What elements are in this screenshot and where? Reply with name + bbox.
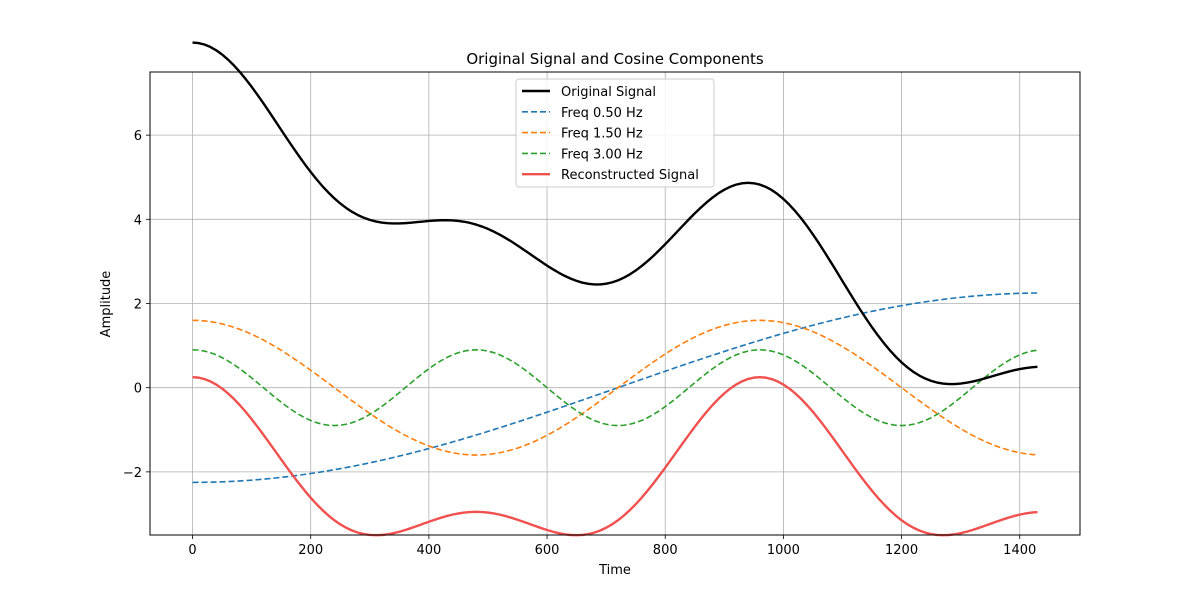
series-line-3 xyxy=(192,349,1038,427)
y-axis-label: Amplitude xyxy=(99,271,114,338)
x-tick-label: 1400 xyxy=(1003,543,1036,558)
x-tick-label: 1200 xyxy=(885,543,918,558)
legend: Original Signal Freq 0.50 Hz Freq 1.50 Hz F… xyxy=(515,78,715,188)
series-line-0 xyxy=(192,41,1038,386)
x-tick-label: 0 xyxy=(188,543,196,558)
y-tick-label: 6 xyxy=(134,129,142,144)
x-axis-label: Time xyxy=(598,563,631,578)
legend-label: Freq 1.50 Hz xyxy=(561,127,643,142)
y-tick-label: 2 xyxy=(134,298,142,313)
grid-lines xyxy=(150,72,1080,535)
series-line-4 xyxy=(192,375,1038,537)
x-tick-label: 600 xyxy=(535,543,560,558)
axis-ticks: 0 200 400 600 800 1000 1200 1400 −2 0 2 4 6 xyxy=(123,129,1036,558)
legend-label: Freq 3.00 Hz xyxy=(561,147,643,162)
y-tick-label: 0 xyxy=(134,382,142,397)
legend-box xyxy=(515,78,715,188)
x-tick-label: 200 xyxy=(298,543,323,558)
y-tick-label: 4 xyxy=(134,213,142,228)
series-layer xyxy=(192,41,1038,537)
x-tick-label: 800 xyxy=(653,543,678,558)
legend-label: Reconstructed Signal xyxy=(561,168,699,183)
legend-label: Freq 0.50 Hz xyxy=(561,106,643,121)
x-tick-label: 400 xyxy=(416,543,441,558)
series-line-2 xyxy=(192,319,1038,456)
x-tick-label: 1000 xyxy=(767,543,800,558)
y-tick-label: −2 xyxy=(123,466,142,481)
series-line-1 xyxy=(192,292,1038,484)
legend-label: Original Signal xyxy=(561,85,656,100)
chart-title: Original Signal and Cosine Components xyxy=(466,50,764,68)
